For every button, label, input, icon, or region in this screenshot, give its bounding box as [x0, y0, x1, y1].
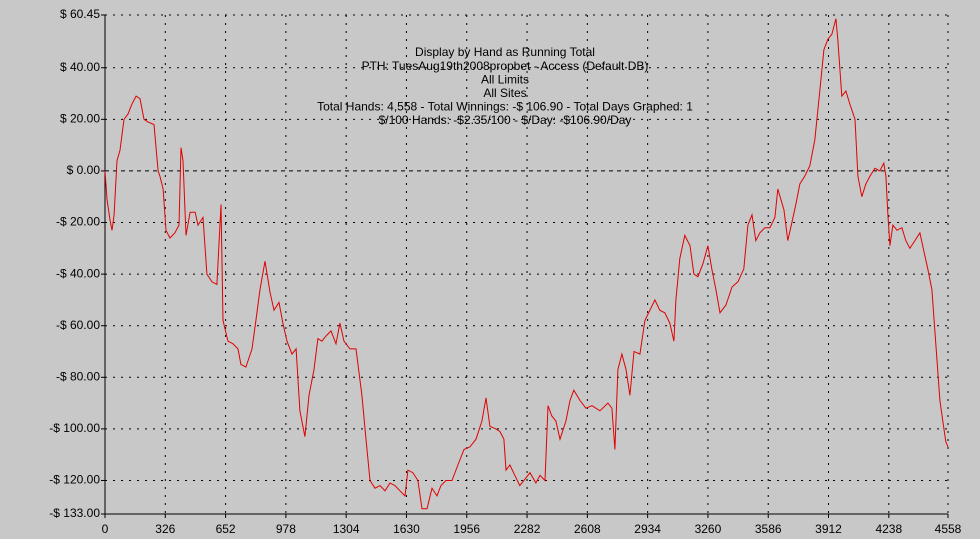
x-tick-label: 2608 — [574, 522, 601, 536]
x-tick-label: 1630 — [393, 522, 420, 536]
y-tick-label: -$ 133.00 — [49, 506, 100, 520]
y-tick-label: -$ 40.00 — [56, 266, 100, 280]
x-tick-label: 3260 — [695, 522, 722, 536]
x-tick-label: 652 — [216, 522, 236, 536]
y-tick-label: $ 0.00 — [67, 163, 101, 177]
x-tick-label: 978 — [276, 522, 296, 536]
x-tick-label: 3912 — [815, 522, 842, 536]
header-line: PTH: TuesAug19th2008propbet - Access (De… — [362, 59, 649, 73]
y-tick-label: -$ 60.00 — [56, 318, 100, 332]
y-tick-label: $ 60.45 — [60, 7, 100, 21]
header-line: $/100 Hands: -$2.35/100 - $/Day: -$106.9… — [379, 113, 632, 127]
x-tick-label: 1956 — [453, 522, 480, 536]
series-line — [104, 18, 949, 510]
y-tick-label: $ 20.00 — [60, 112, 100, 126]
x-tick-label: 0 — [102, 522, 109, 536]
x-tick-label: 1304 — [333, 522, 360, 536]
y-tick-label: -$ 100.00 — [49, 421, 100, 435]
x-tick-label: 3586 — [755, 522, 782, 536]
y-tick-label: $ 40.00 — [60, 60, 100, 74]
x-tick-label: 326 — [155, 522, 175, 536]
y-tick-label: -$ 20.00 — [56, 215, 100, 229]
header-line: All Limits — [481, 72, 529, 86]
y-tick-label: -$ 120.00 — [49, 473, 100, 487]
header-line: Total Hands: 4,558 - Total Winnings: -$ … — [317, 100, 693, 114]
header-line: All Sites — [483, 86, 526, 100]
x-tick-label: 4238 — [875, 522, 902, 536]
x-tick-label: 2282 — [514, 522, 541, 536]
header-line: Display by Hand as Running Total — [415, 45, 595, 59]
x-tick-label: 2934 — [634, 522, 661, 536]
x-tick-label: 4558 — [935, 522, 962, 536]
y-tick-label: -$ 80.00 — [56, 369, 100, 383]
